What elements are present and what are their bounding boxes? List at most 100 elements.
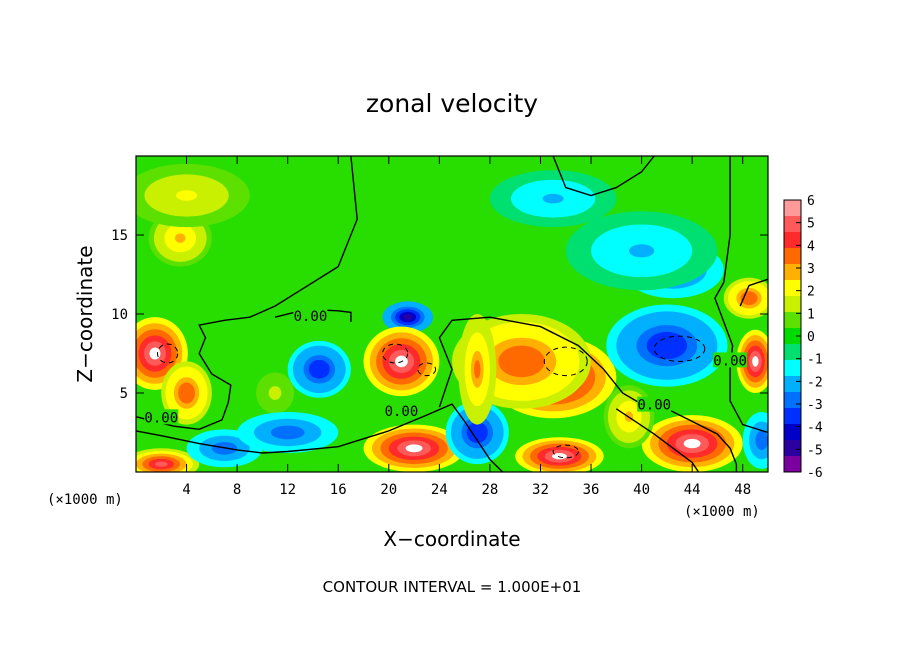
field-contour-band [474, 360, 481, 379]
field-patch [136, 448, 200, 472]
colorbar-tick-label: 6 [807, 194, 815, 209]
colorbar-tick-label: 1 [807, 307, 815, 322]
field-patch [565, 211, 718, 291]
contour-label: 0.00 [294, 309, 328, 325]
field-contour-band [154, 461, 168, 467]
colorbar: 6 5 4 3 2 1 0 -1 -2 -3 -4 -5 -6 [783, 194, 823, 481]
field-contour-band [271, 389, 279, 397]
contour-label-background [384, 402, 419, 418]
colorbar-tick-label: -5 [807, 443, 823, 458]
contour-labels: 0.00 0.00 0.00 0.00 0.00 [144, 308, 748, 426]
field-patch [382, 301, 434, 333]
y-tick-label: 15 [111, 228, 128, 244]
field-contour-band [542, 193, 564, 204]
field-contour-band [758, 435, 765, 446]
contour-label: 0.00 [144, 410, 178, 426]
negative-contour-line [552, 444, 579, 459]
field-contour-band [279, 429, 297, 436]
colorbar-swatch [784, 392, 801, 409]
x-axis-ticks: 4 8 12 16 20 24 28 32 36 40 44 48 [182, 156, 751, 498]
field-patch [363, 424, 465, 472]
field-patch [458, 314, 497, 425]
contour-label-background [637, 396, 672, 412]
zero-contour-line [615, 408, 700, 472]
contour-label-background [713, 352, 748, 368]
y-tick-label: 5 [120, 386, 128, 402]
contour-interval-note: CONTOUR INTERVAL = 1.000E+01 [323, 578, 582, 596]
field-patch [606, 304, 728, 387]
negative-contour-line [653, 335, 706, 362]
field-contour-band [149, 347, 161, 360]
colorbar-swatch [784, 344, 801, 361]
colorbar-swatch [784, 232, 801, 249]
colorbar-swatch [784, 424, 801, 441]
colorbar-tick-label: -4 [807, 421, 823, 436]
field-contour-band [683, 438, 701, 449]
field-contour-band [472, 427, 483, 438]
field-contour-band [176, 190, 198, 201]
colorbar-swatch [784, 408, 801, 425]
colorbar-swatch [784, 360, 801, 377]
field-patch [161, 361, 212, 425]
colorbar-swatch [784, 216, 801, 233]
colorbar-tick-label: -2 [807, 375, 823, 390]
field-patch [287, 340, 351, 398]
contour-label-background [144, 409, 179, 425]
field-contour-band [628, 244, 655, 258]
field-contour-band [656, 338, 677, 353]
x-tick-label: 24 [431, 482, 448, 498]
colorbar-tick-label: 5 [807, 217, 815, 232]
colorbar-swatch [784, 312, 801, 329]
colorbar-swatch [784, 456, 801, 473]
colorbar-tick-label: 4 [807, 239, 815, 254]
x-tick-label: 12 [279, 482, 296, 498]
field-patch [742, 411, 768, 469]
field-contour-band [509, 353, 534, 370]
contour-label-background [293, 308, 328, 324]
colorbar-swatch [784, 200, 801, 217]
zero-contour-line [136, 403, 504, 472]
x-tick-label: 20 [380, 482, 397, 498]
contour-label: 0.00 [713, 353, 747, 369]
colorbar-tick-label: 3 [807, 262, 815, 277]
colorbar-swatch [784, 248, 801, 265]
field-contour-band [174, 233, 186, 243]
field-contour-band [744, 294, 754, 302]
colorbar-swatch [784, 296, 801, 313]
x-tick-label: 32 [532, 482, 549, 498]
x-tick-label: 4 [182, 482, 190, 498]
field-contour-band [314, 364, 325, 375]
colorbar-swatch [784, 328, 801, 345]
contour-label: 0.00 [385, 404, 419, 420]
field-patch [723, 277, 768, 319]
negative-contour-line [543, 346, 588, 377]
field-patch [237, 411, 339, 454]
field-contour-band [405, 444, 423, 453]
colorbar-tick-label: -6 [807, 466, 823, 481]
x-tick-label: 28 [481, 482, 498, 498]
zero-contour-line [552, 156, 655, 197]
field-patch [736, 329, 768, 393]
colorbar-swatch [784, 264, 801, 281]
y-axis-label: Z−coordinate [73, 245, 97, 382]
colorbar-swatch [784, 280, 801, 297]
colorbar-swatch [784, 440, 801, 457]
x-unit-left: (×1000 m) [47, 492, 123, 508]
x-tick-label: 16 [330, 482, 347, 498]
field-contour-band [552, 453, 567, 460]
colorbar-tick-label: 2 [807, 285, 815, 300]
field-contour-band [182, 387, 191, 399]
colorbar-tick-label: -1 [807, 353, 823, 368]
zero-contours [136, 156, 768, 472]
y-tick-label: 10 [111, 307, 128, 323]
x-tick-label: 44 [684, 482, 701, 498]
negative-contour-line [156, 343, 179, 364]
field-patch [489, 170, 617, 228]
x-tick-label: 48 [734, 482, 751, 498]
zero-contour-line [136, 156, 358, 431]
field-patch [515, 437, 604, 472]
x-tick-label: 36 [583, 482, 600, 498]
colorbar-tick-label: 0 [807, 330, 815, 345]
zero-contour-line [739, 278, 768, 307]
